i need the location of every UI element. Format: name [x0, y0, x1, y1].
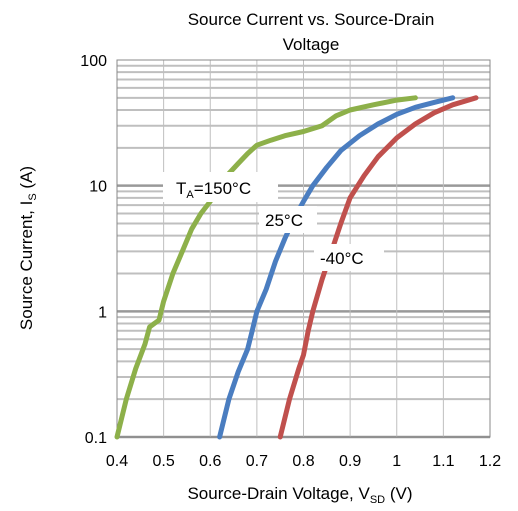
y-tick-label: 10	[89, 179, 107, 196]
chart-title-line2: Voltage	[283, 35, 340, 54]
x-tick-label: 1.2	[479, 453, 501, 470]
annotation-150c-box	[163, 172, 278, 202]
x-tick-label: 0.5	[153, 453, 175, 470]
annotation-25c: 25°C	[265, 211, 303, 230]
annotation-neg40c: -40°C	[320, 249, 364, 268]
annotation-neg40c-box	[314, 244, 384, 271]
x-tick-label: 1.1	[432, 453, 454, 470]
x-tick-label: 0.4	[106, 453, 128, 470]
series-line-2	[277, 95, 479, 440]
x-tick-label: 1	[392, 453, 401, 470]
y-tick-label: 100	[80, 53, 107, 70]
x-axis-label: Source-Drain Voltage, VSD (V)	[187, 484, 412, 506]
x-tick-labels: 0.4 0.5 0.6 0.7 0.8 0.9 1 1.1 1.2	[106, 453, 501, 470]
y-tick-label: 0.1	[85, 430, 107, 447]
x-tick-label: 0.8	[292, 453, 314, 470]
y-axis-label: Source Current, IS (A)	[17, 166, 39, 330]
y-tick-labels: 0.1 1 10 100	[80, 53, 107, 447]
y-tick-label: 1	[98, 304, 107, 321]
plot-border	[116, 59, 491, 438]
annotation-25c-box	[259, 206, 317, 233]
x-tick-label: 0.9	[339, 453, 361, 470]
x-tick-label: 0.7	[246, 453, 268, 470]
x-tick-label: 0.6	[199, 453, 221, 470]
annotation-150c: TA=150°C	[176, 179, 251, 201]
chart-title-line1: Source Current vs. Source-Drain	[188, 10, 435, 29]
